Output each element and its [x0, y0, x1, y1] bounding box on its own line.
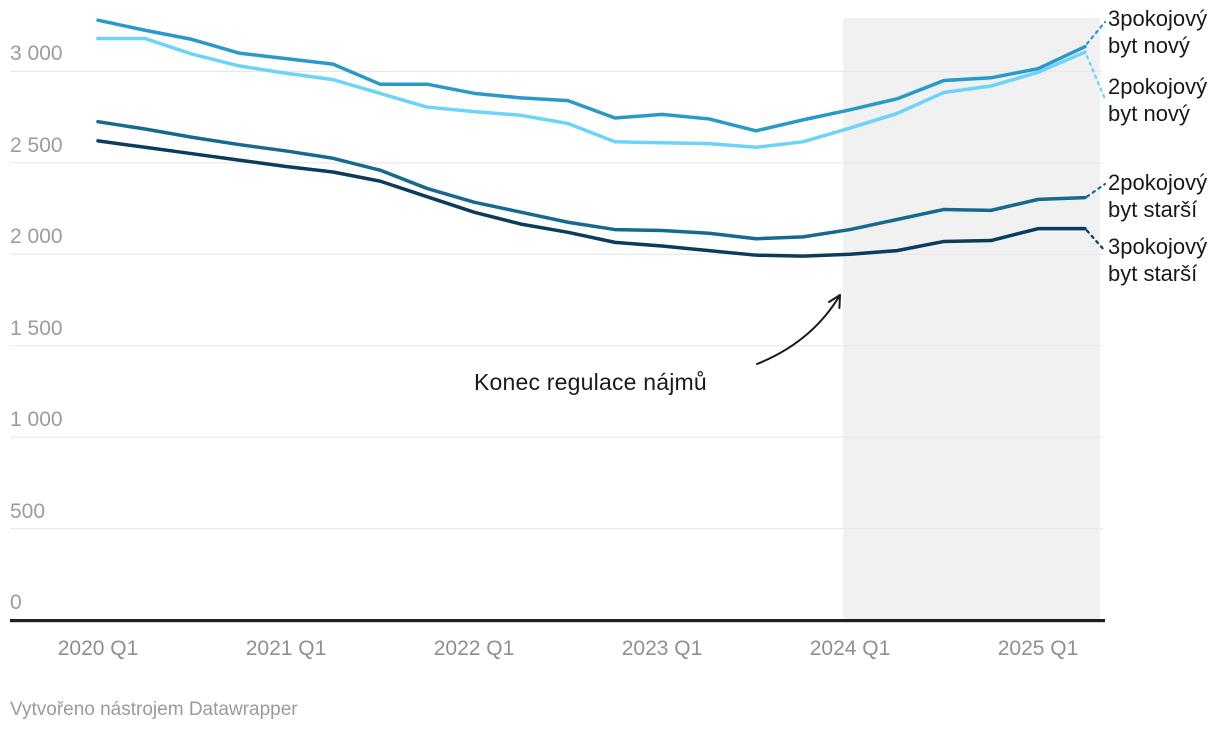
- series-label-line: byt nový: [1108, 32, 1190, 58]
- y-tick-label: 1 500: [10, 316, 63, 340]
- series-label-line: 2pokojový: [1108, 74, 1208, 99]
- series-line-3: [96, 119, 1087, 241]
- y-tick-label: 500: [10, 499, 46, 523]
- x-tick-label: 2025 Q1: [997, 637, 1079, 660]
- y-tick-label: 2 000: [10, 225, 63, 249]
- series-line-1: [96, 18, 1087, 133]
- annotation-arrowhead: [828, 294, 841, 309]
- series-line-2: [96, 36, 1087, 150]
- series-line-4: [96, 139, 1087, 258]
- x-tick-label: 2024 Q1: [809, 637, 891, 660]
- series-label-3pokojovy-byt-starsi: 3pokojový byt starší: [1108, 234, 1220, 287]
- series-label-line: byt starší: [1108, 260, 1198, 286]
- series-label-3pokojovy-byt-novy: 3pokojový byt nový: [1108, 6, 1220, 59]
- series-label-2pokojovy-byt-starsi: 2pokojový byt starší: [1108, 170, 1220, 223]
- y-tick-label: 3 000: [10, 42, 63, 66]
- series-label-line: 3pokojový: [1108, 6, 1208, 31]
- x-tick-label: 2023 Q1: [621, 637, 703, 660]
- annotation-konec-regulace: Konec regulace nájmů: [474, 369, 707, 395]
- y-tick-label: 0: [10, 591, 22, 614]
- datawrapper-credit: Vytvořeno nástrojem Datawrapper: [10, 699, 298, 720]
- x-tick-label: 2020 Q1: [57, 637, 139, 660]
- y-tick-label: 2 500: [10, 133, 63, 157]
- x-tick-label: 2022 Q1: [433, 637, 515, 660]
- x-tick-label: 2021 Q1: [245, 637, 327, 660]
- annotation-arrow: [756, 294, 841, 365]
- label-connector-2: [1085, 55, 1107, 101]
- label-connector-1: [1085, 20, 1107, 45]
- series-label-line: byt nový: [1108, 100, 1190, 126]
- shaded-region: [843, 18, 1100, 620]
- label-connector-4: [1085, 229, 1107, 253]
- series-label-2pokojovy-byt-novy: 2pokojový byt nový: [1108, 74, 1220, 127]
- series-label-line: 2pokojový: [1108, 170, 1208, 195]
- y-tick-label: 1 000: [10, 408, 63, 432]
- x-axis-baseline: [10, 619, 1105, 623]
- series-label-line: 3pokojový: [1108, 234, 1208, 259]
- series-label-line: byt starší: [1108, 196, 1198, 222]
